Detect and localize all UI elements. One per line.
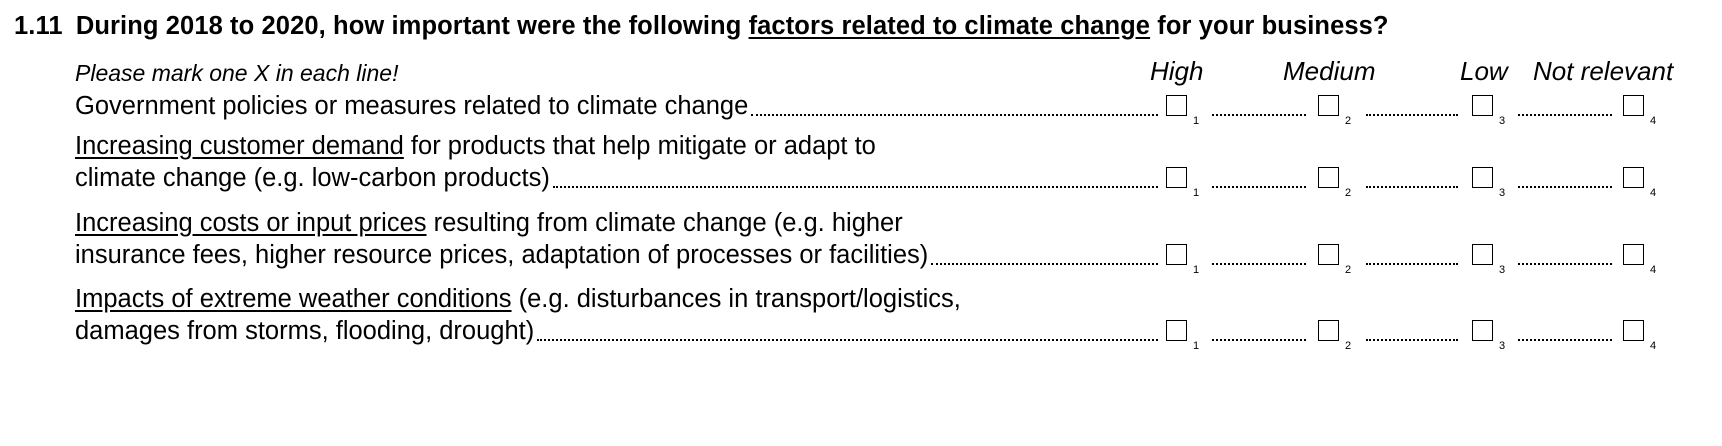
checkbox-code: 2 <box>1345 340 1352 352</box>
checkbox-code: 4 <box>1650 187 1657 199</box>
dot-leader <box>1366 233 1458 265</box>
instruction: Please mark one X in each line! <box>75 60 399 86</box>
checkbox-high[interactable] <box>1166 167 1187 188</box>
row-label-underlined: Impacts of extreme weather conditions <box>75 285 512 313</box>
checkbox-code: 1 <box>1193 187 1200 199</box>
row-label-line2: damages from storms, flooding, drought) 1… <box>75 315 1675 352</box>
checkbox-low[interactable] <box>1472 320 1493 341</box>
dot-leader <box>1212 84 1306 116</box>
checkbox-code: 2 <box>1345 115 1352 127</box>
checkbox-medium[interactable] <box>1318 244 1339 265</box>
dot-leader <box>1212 309 1306 341</box>
row-label-line1: Government policies or measures related … <box>75 90 1675 127</box>
checkbox-not-relevant[interactable] <box>1623 167 1644 188</box>
checkbox-medium[interactable] <box>1318 95 1339 116</box>
row-label-line2: insurance fees, higher resource prices, … <box>75 239 1675 276</box>
checkbox-high[interactable] <box>1166 320 1187 341</box>
checkbox-code: 1 <box>1193 264 1200 276</box>
checkbox-high[interactable] <box>1166 95 1187 116</box>
row-label-line1: Increasing customer demand for products … <box>75 130 1675 162</box>
checkbox-code: 1 <box>1193 340 1200 352</box>
dot-leader <box>931 233 1158 265</box>
column-header-high: High <box>1150 56 1204 86</box>
dot-leader <box>1518 309 1612 341</box>
checkbox-code: 4 <box>1650 264 1657 276</box>
row-label-line2: climate change (e.g. low-carbon products… <box>75 162 1675 199</box>
checkbox-code: 4 <box>1650 115 1657 127</box>
row-label-underlined: Increasing customer demand <box>75 132 404 160</box>
column-header-not-relevant: Not relevant <box>1533 56 1674 86</box>
question-text-pre: During 2018 to 2020, how important were … <box>75 12 742 40</box>
column-header-medium: Medium <box>1283 56 1376 86</box>
row-label-text: Government policies or measures related … <box>75 92 749 120</box>
dot-leader <box>1518 233 1612 265</box>
question-row: Increasing costs or input prices resulti… <box>75 207 1675 276</box>
checkbox-code: 4 <box>1650 340 1657 352</box>
question-text-post: for your business? <box>1157 12 1389 40</box>
checkbox-not-relevant[interactable] <box>1623 95 1644 116</box>
dot-leader <box>1212 156 1306 188</box>
question-text-underlined: factors related to climate change <box>748 12 1151 40</box>
checkbox-code: 3 <box>1499 187 1506 199</box>
row-label-text: damages from storms, flooding, drought) <box>75 317 535 345</box>
checkbox-code: 2 <box>1345 264 1352 276</box>
question-row: Increasing customer demand for products … <box>75 130 1675 199</box>
row-label-line1: Impacts of extreme weather conditions (e… <box>75 283 1675 315</box>
checkbox-low[interactable] <box>1472 167 1493 188</box>
column-header-low: Low <box>1460 56 1508 86</box>
dot-leader <box>751 84 1158 116</box>
row-label-text: resulting from climate change (e.g. high… <box>426 209 903 237</box>
checkbox-medium[interactable] <box>1318 167 1339 188</box>
question-heading: 1.11 During 2018 to 2020, how important … <box>14 12 1389 41</box>
row-label-text: (e.g. disturbances in transport/logistic… <box>511 285 961 313</box>
dot-leader <box>1366 156 1458 188</box>
dot-leader <box>1518 84 1612 116</box>
checkbox-code: 2 <box>1345 187 1352 199</box>
row-label-text: for products that help mitigate or adapt… <box>403 132 876 160</box>
checkbox-medium[interactable] <box>1318 320 1339 341</box>
question-row: Government policies or measures related … <box>75 90 1675 127</box>
row-label-text: climate change (e.g. low-carbon products… <box>75 164 550 192</box>
checkbox-not-relevant[interactable] <box>1623 320 1644 341</box>
checkbox-code: 3 <box>1499 264 1506 276</box>
question-number: 1.11 <box>14 12 63 40</box>
checkbox-not-relevant[interactable] <box>1623 244 1644 265</box>
dot-leader <box>1212 233 1306 265</box>
dot-leader <box>1518 156 1612 188</box>
dot-leader <box>1366 84 1458 116</box>
checkbox-low[interactable] <box>1472 244 1493 265</box>
checkbox-high[interactable] <box>1166 244 1187 265</box>
checkbox-low[interactable] <box>1472 95 1493 116</box>
checkbox-code: 1 <box>1193 115 1200 127</box>
checkbox-code: 3 <box>1499 115 1506 127</box>
dot-leader <box>1366 309 1458 341</box>
dot-leader <box>537 309 1158 341</box>
dot-leader <box>552 156 1158 188</box>
row-label-text: insurance fees, higher resource prices, … <box>75 241 929 269</box>
row-label-line1: Increasing costs or input prices resulti… <box>75 207 1675 239</box>
question-row: Impacts of extreme weather conditions (e… <box>75 283 1675 352</box>
row-label-underlined: Increasing costs or input prices <box>75 209 427 237</box>
checkbox-code: 3 <box>1499 340 1506 352</box>
